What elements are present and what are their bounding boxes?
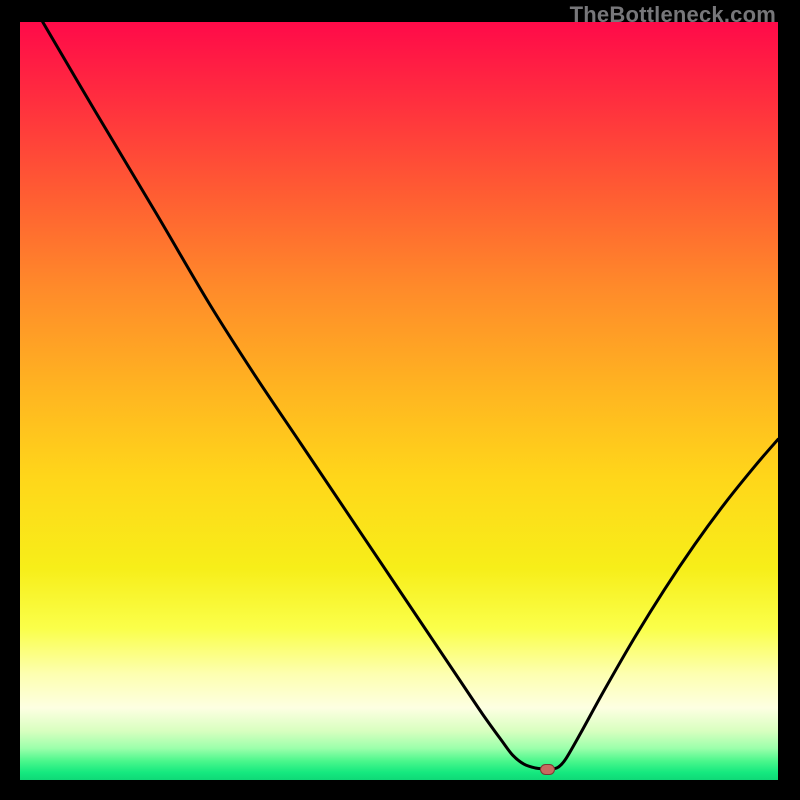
chart-frame: TheBottleneck.com xyxy=(0,0,800,800)
bottleneck-curve xyxy=(20,22,778,774)
plot-area xyxy=(20,22,778,774)
optimal-point-marker xyxy=(540,764,555,775)
